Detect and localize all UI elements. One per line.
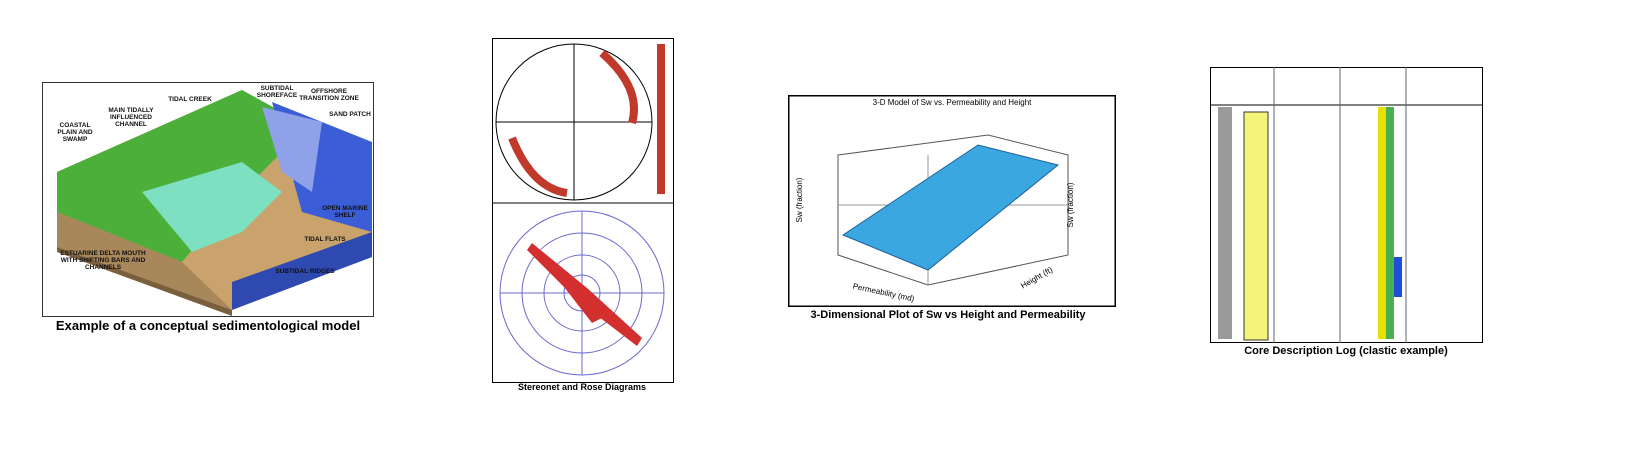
map-label: COASTAL PLAIN AND SWAMP [57,122,93,143]
map-label: OFFSHORE TRANSITION ZONE [299,88,359,102]
map-label: TIDAL FLATS [304,236,346,243]
caption: 3-Dimensional Plot of Sw vs Height and P… [810,309,1086,321]
map-label: MAIN TIDALLY INFLUENCED CHANNEL [108,107,154,128]
map-label: SUBTIDAL SHOREFACE [256,85,298,99]
map-label: OPEN MARINE SHELF [322,205,368,219]
map-label: ESTUARINE DELTA MOUTH WITH SHIFTING BARS… [60,250,146,271]
plot-title: 3-D Model of Sw vs. Permeability and Hei… [873,98,1033,107]
map-label: SUBTIDAL RIDGES [275,268,335,275]
map-label: SAND PATCH [329,111,371,118]
plot-3d: 3-D Model of Sw vs. Permeability and Hei… [788,95,1116,307]
map-label: TIDAL CREEK [168,96,212,103]
caption: Example of a conceptual sedimentological… [55,318,361,333]
axis-label: Sw (fraction) [795,177,804,222]
core-log [1210,67,1483,343]
caption: Stereonet and Rose Diagrams [517,382,647,392]
sediment-model [42,82,374,317]
stereonet-rose [492,38,674,383]
axis-label: Sw (fraction) [1066,182,1075,227]
caption: Core Description Log (clastic example) [1244,345,1448,357]
